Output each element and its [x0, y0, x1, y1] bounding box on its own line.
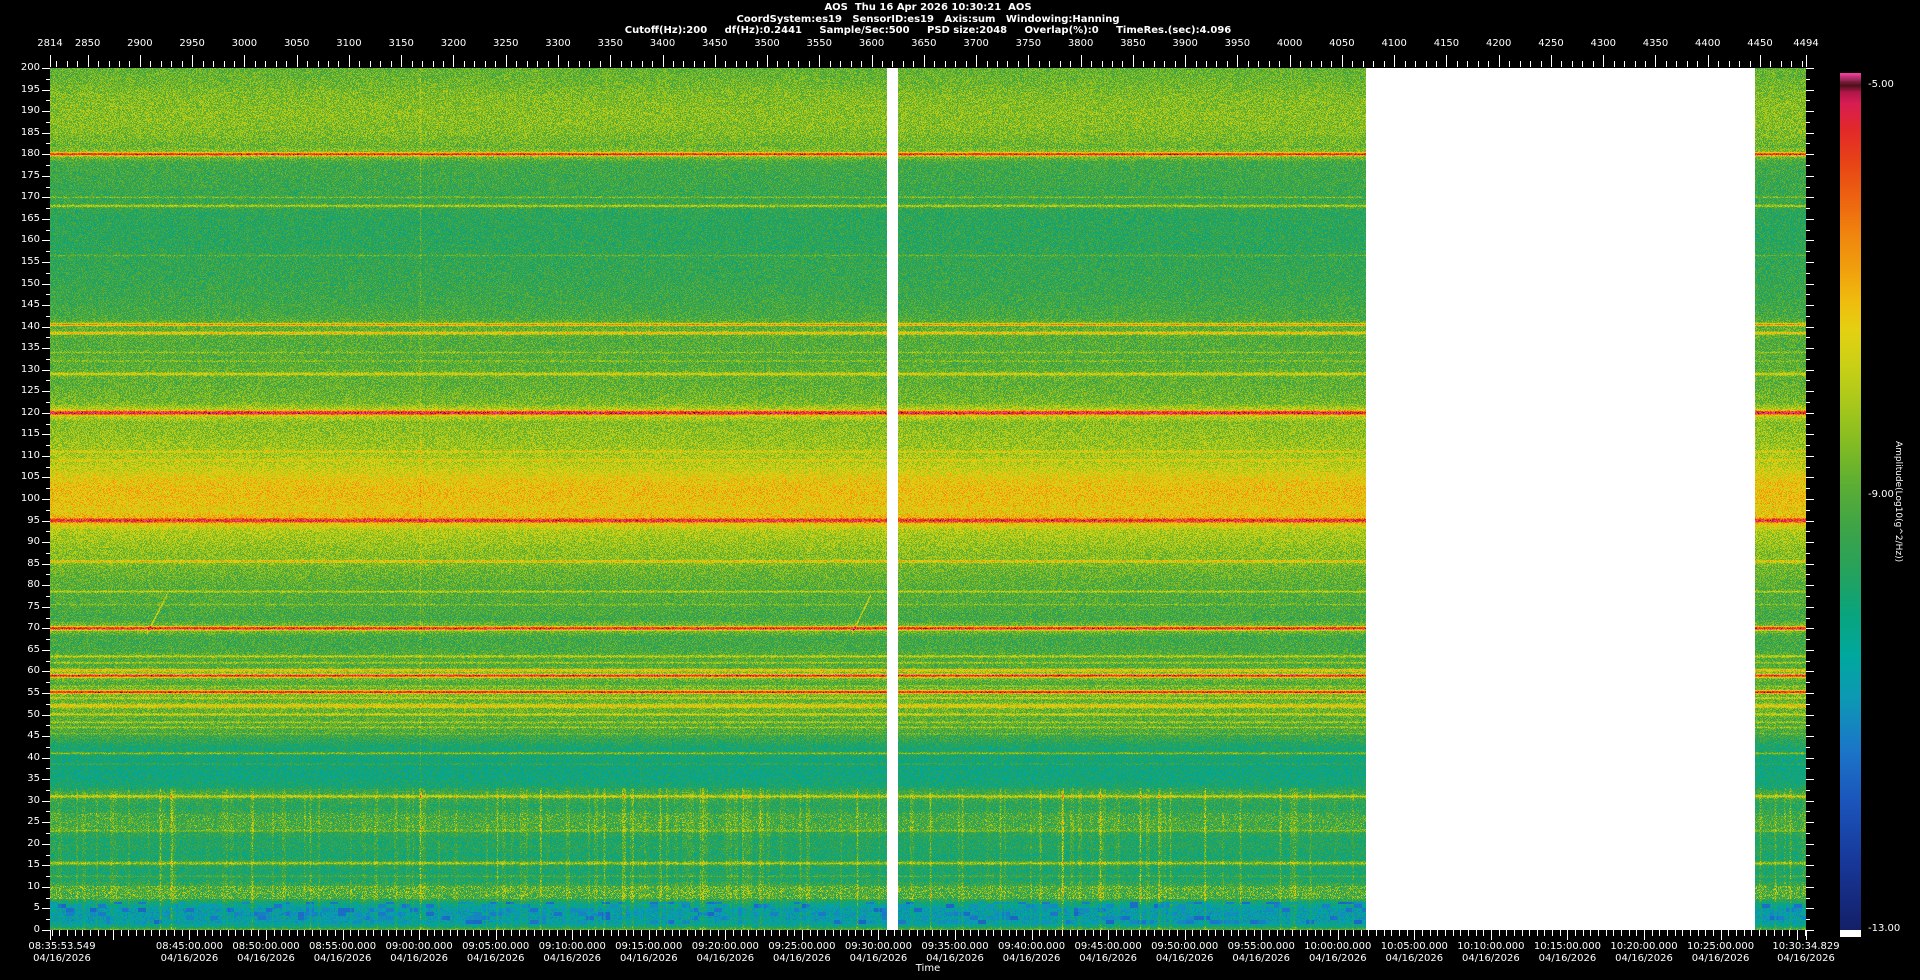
colorbar-axis-title: Amplitude(Log10(g^2/Hz)) [1893, 440, 1903, 563]
colorbar-mid-label: -9.00 [1868, 489, 1894, 500]
colorbar-min-label: -13.00 [1868, 923, 1901, 934]
colorbar-max-label: -5.00 [1868, 79, 1894, 90]
colorbar [1840, 73, 1861, 937]
time-axis-title: Time [915, 963, 941, 974]
spectrogram-plot[interactable] [50, 68, 1806, 930]
